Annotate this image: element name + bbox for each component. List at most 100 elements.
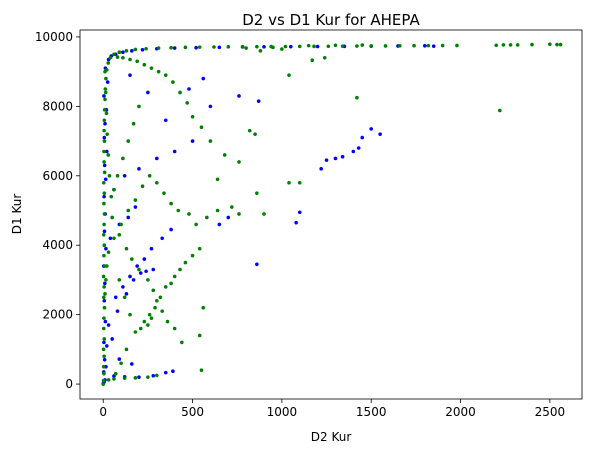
data-point-s0-13 [102, 194, 106, 199]
data-point-s0-47 [171, 369, 175, 374]
data-point-s1-69 [558, 42, 563, 47]
x-tick-label-5: 2500 [535, 405, 566, 419]
y-tick-label-2: 4000 [42, 238, 73, 252]
data-point-s1-121 [151, 288, 156, 293]
data-point-s0-92 [142, 257, 147, 261]
data-point-s1-12 [101, 274, 106, 279]
data-point-s0-21 [105, 80, 110, 84]
data-point-s1-129 [107, 173, 112, 178]
data-point-s1-66 [530, 42, 534, 47]
data-point-s1-7 [101, 326, 106, 331]
data-point-s1-91 [140, 184, 145, 189]
data-point-s1-112 [190, 253, 195, 258]
data-point-s1-95 [112, 236, 116, 241]
data-point-s1-28 [102, 108, 107, 112]
data-point-s0-53 [131, 278, 136, 282]
data-point-s1-150 [208, 139, 213, 143]
data-point-s0-16 [105, 149, 109, 154]
data-point-s1-65 [515, 43, 520, 47]
data-point-s1-35 [112, 52, 116, 57]
data-point-s1-3 [101, 364, 106, 369]
data-point-s1-83 [205, 215, 209, 220]
data-point-s0-26 [121, 50, 125, 55]
data-point-s1-56 [383, 44, 388, 48]
data-point-s1-78 [222, 153, 227, 157]
data-point-s0-83 [369, 127, 374, 131]
data-point-s1-80 [230, 205, 234, 209]
data-point-s1-178 [333, 43, 338, 48]
data-point-s1-8 [102, 316, 106, 320]
x-tick-label-2: 1000 [267, 405, 298, 419]
data-point-s0-74 [256, 99, 261, 103]
data-point-s1-55 [369, 44, 374, 48]
data-point-s0-4 [102, 357, 107, 362]
data-point-s1-108 [169, 281, 173, 286]
data-point-s1-123 [137, 267, 141, 272]
data-point-s0-54 [138, 271, 143, 275]
data-point-s1-122 [146, 278, 150, 282]
data-point-s0-80 [351, 149, 356, 154]
data-point-s0-56 [151, 267, 156, 272]
data-point-s1-81 [237, 212, 241, 216]
data-point-s1-60 [440, 43, 445, 48]
y-tick-label-5: 10000 [35, 30, 73, 44]
data-point-s1-136 [155, 373, 159, 378]
data-point-s1-153 [185, 101, 189, 105]
data-point-s1-88 [162, 191, 166, 195]
data-point-s1-34 [108, 55, 113, 60]
data-point-s1-87 [169, 201, 173, 206]
data-point-s1-82 [215, 208, 220, 213]
data-point-s1-25 [102, 139, 107, 143]
data-point-s1-147 [262, 212, 266, 216]
data-point-s1-142 [271, 45, 275, 50]
data-point-s1-50 [297, 44, 302, 49]
data-point-s1-37 [124, 49, 129, 53]
data-point-s1-47 [255, 44, 259, 49]
data-point-s0-71 [201, 76, 206, 81]
data-point-s0-57 [108, 236, 113, 241]
data-point-s1-105 [153, 305, 157, 310]
data-point-s1-101 [146, 323, 150, 327]
data-point-s1-174 [124, 347, 129, 352]
data-point-s1-134 [103, 69, 107, 74]
x-tick-label-0: 0 [99, 405, 107, 419]
y-tick-label-0: 0 [65, 377, 73, 391]
data-point-s1-140 [112, 377, 116, 381]
data-point-s0-31 [194, 45, 198, 50]
data-point-s1-120 [155, 298, 159, 303]
data-point-s1-85 [187, 212, 191, 216]
data-point-s1-10 [101, 295, 106, 300]
data-point-s0-28 [140, 47, 145, 52]
data-point-s0-35 [289, 44, 293, 49]
data-point-s1-54 [355, 44, 359, 48]
data-point-s1-39 [144, 46, 148, 51]
data-point-s0-75 [255, 262, 259, 267]
y-axis-label: D1 Kur [10, 194, 24, 235]
data-point-s0-51 [115, 309, 120, 313]
data-point-s1-27 [102, 118, 107, 123]
data-point-s0-98 [105, 344, 109, 348]
data-point-s1-164 [137, 104, 141, 109]
data-point-s1-100 [142, 319, 147, 324]
data-point-s1-98 [104, 278, 108, 282]
data-point-s1-154 [178, 90, 182, 95]
data-point-s1-29 [103, 97, 107, 102]
data-point-s1-20 [102, 191, 107, 195]
data-point-s1-33 [106, 61, 111, 65]
data-point-s0-27 [130, 49, 134, 53]
data-point-s0-32 [217, 45, 222, 50]
data-point-s1-139 [122, 376, 127, 380]
data-point-s1-169 [112, 187, 116, 192]
data-point-s1-14 [102, 253, 106, 258]
data-point-s1-102 [149, 316, 154, 320]
data-point-s1-152 [190, 114, 195, 119]
data-point-s1-53 [340, 44, 345, 48]
data-point-s0-8 [103, 281, 107, 286]
data-point-s1-71 [355, 95, 359, 100]
data-point-s1-167 [121, 156, 125, 161]
data-point-s0-48 [117, 357, 122, 361]
data-point-s1-62 [494, 43, 499, 48]
data-point-s1-168 [115, 173, 120, 178]
data-point-s1-127 [110, 215, 114, 220]
